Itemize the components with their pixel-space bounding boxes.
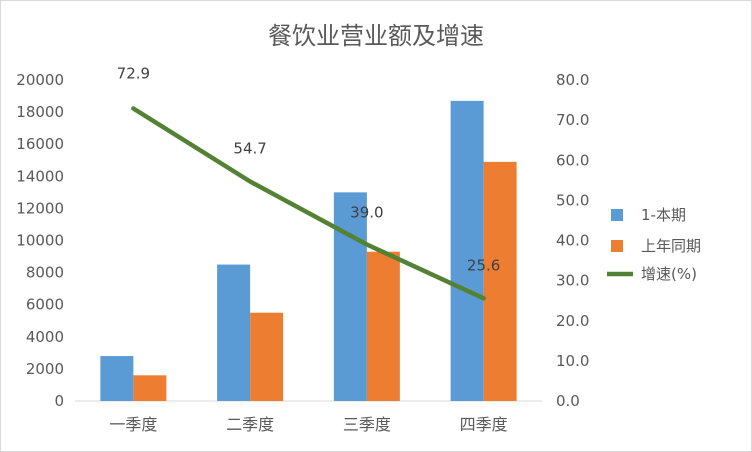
legend-label: 增速(%) bbox=[641, 265, 697, 283]
y-right-tick-label: 40.0 bbox=[556, 232, 589, 250]
y-right-tick-label: 80.0 bbox=[556, 71, 589, 89]
y-left-tick-label: 2000 bbox=[26, 360, 64, 378]
bar bbox=[250, 312, 284, 401]
growth-line-group bbox=[131, 106, 486, 301]
y-right-tick-label: 70.0 bbox=[556, 111, 589, 129]
y-right-tick-label: 20.0 bbox=[556, 312, 589, 330]
y-right-tick-label: 0.0 bbox=[556, 392, 580, 410]
y-left-tick-label: 0 bbox=[54, 392, 64, 410]
data-label: 39.0 bbox=[350, 204, 383, 222]
y-left-tick-label: 12000 bbox=[16, 199, 64, 217]
x-category-label: 二季度 bbox=[226, 415, 274, 434]
y-left-tick-label: 8000 bbox=[26, 264, 64, 282]
y-right-tick-label: 30.0 bbox=[556, 272, 589, 290]
legend-swatch bbox=[611, 240, 623, 252]
y-left-tick-label: 16000 bbox=[16, 135, 64, 153]
legend-label: 上年同期 bbox=[641, 237, 701, 255]
y-right-tick-label: 60.0 bbox=[556, 151, 589, 169]
x-category-label: 一季度 bbox=[109, 415, 157, 434]
data-label: 54.7 bbox=[233, 140, 266, 158]
bar bbox=[133, 375, 167, 401]
legend-label: 1-本期 bbox=[641, 206, 686, 224]
bar bbox=[333, 192, 367, 401]
bar bbox=[100, 356, 134, 401]
y-right-tick-label: 10.0 bbox=[556, 352, 589, 370]
bar bbox=[366, 251, 400, 401]
y-right-tick-label: 50.0 bbox=[556, 191, 589, 209]
y-left-tick-label: 14000 bbox=[16, 167, 64, 185]
bar bbox=[450, 100, 484, 402]
bar bbox=[217, 264, 251, 401]
x-category-label: 三季度 bbox=[343, 415, 391, 434]
bar bbox=[483, 161, 517, 401]
chart-title: 餐饮业营业额及增速 bbox=[268, 22, 484, 50]
y-left-tick-label: 4000 bbox=[26, 328, 64, 346]
y-left-tick-label: 20000 bbox=[16, 71, 64, 89]
bars bbox=[100, 100, 517, 402]
y-left-tick-label: 10000 bbox=[16, 232, 64, 250]
data-label: 25.6 bbox=[467, 256, 500, 274]
legend-swatch bbox=[611, 209, 623, 221]
data-labels: 72.9 54.7 39.0 25.6 bbox=[117, 64, 501, 274]
y-left-tick-label: 6000 bbox=[26, 296, 64, 314]
x-category-label: 四季度 bbox=[460, 415, 508, 434]
data-label: 72.9 bbox=[117, 64, 150, 82]
growth-line bbox=[131, 106, 486, 301]
y-left-tick-label: 18000 bbox=[16, 103, 64, 121]
